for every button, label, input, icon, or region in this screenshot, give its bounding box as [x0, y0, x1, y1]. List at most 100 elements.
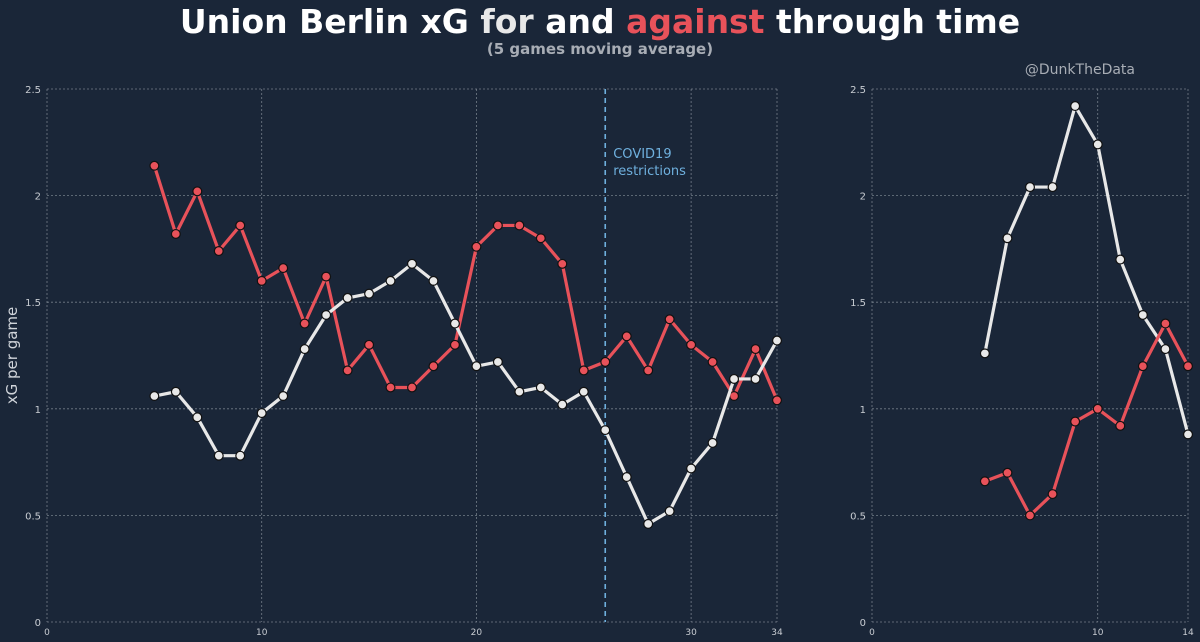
title-against-word: against: [626, 2, 765, 41]
for-data-point: [407, 258, 418, 269]
against-data-point: [514, 220, 525, 231]
for-data-point: [1137, 309, 1148, 320]
y-tick-label: 2: [35, 192, 41, 203]
for-data-point: [1024, 182, 1035, 193]
for-data-point: [492, 356, 503, 367]
for-data-point: [1092, 139, 1103, 150]
x-tick-label: 0: [44, 628, 50, 638]
against-data-point: [385, 382, 396, 393]
against-data-point: [213, 246, 224, 257]
y-tick-label: 1: [35, 405, 41, 416]
for-data-point: [278, 391, 289, 402]
y-tick-label: 1.5: [850, 298, 866, 309]
for-data-point: [750, 373, 761, 384]
against-data-point: [235, 220, 246, 231]
against-data-point: [449, 339, 460, 350]
against-data-point: [664, 314, 675, 325]
title-and-word: and: [545, 2, 615, 41]
against-data-point: [321, 271, 332, 282]
against-series-line: [152, 164, 779, 402]
chart-title: Union Berlin xG for and against through …: [0, 2, 1200, 41]
against-data-point: [750, 344, 761, 355]
against-data-point: [170, 228, 181, 239]
x-tick-label: 0: [869, 628, 875, 638]
x-tick-label: 10: [256, 628, 268, 638]
against-data-point: [578, 365, 589, 376]
title-part-1: Union Berlin xG: [179, 2, 469, 41]
for-data-point: [299, 344, 310, 355]
against-data-point: [192, 186, 203, 197]
for-data-point: [1182, 429, 1193, 440]
against-data-point: [299, 318, 310, 329]
against-data-point: [492, 220, 503, 231]
for-data-point: [170, 386, 181, 397]
against-data-point: [1047, 489, 1058, 500]
for-data-point: [364, 288, 375, 299]
for-data-point: [600, 425, 611, 436]
y-tick-label: 2: [860, 192, 866, 203]
panel-2: 0 0.5 1 1.5 2 2.5 0 10 14: [850, 85, 1194, 638]
x-tick-label: 34: [771, 628, 783, 638]
against-data-point: [535, 233, 546, 244]
y-tick-label: 2.5: [25, 85, 41, 96]
for-data-point: [643, 518, 654, 529]
for-data-point: [1160, 344, 1171, 355]
against-data-point: [342, 365, 353, 376]
against-data-point: [600, 356, 611, 367]
against-data-point: [1024, 510, 1035, 521]
against-data-point: [471, 241, 482, 252]
for-data-point: [449, 318, 460, 329]
for-data-point: [979, 348, 990, 359]
for-data-point: [771, 335, 782, 346]
against-data-point: [256, 275, 267, 286]
title-part-2: through time: [775, 2, 1021, 41]
against-data-point: [1160, 318, 1171, 329]
x-tick-label: 10: [1092, 628, 1104, 638]
for-data-point: [342, 292, 353, 303]
for-data-point: [1002, 233, 1013, 244]
for-data-point: [621, 472, 632, 483]
y-tick-label: 1: [860, 405, 866, 416]
against-series-line: [983, 321, 1190, 518]
against-data-point: [979, 476, 990, 487]
for-data-point: [557, 399, 568, 410]
for-data-point: [213, 450, 224, 461]
for-data-point: [256, 408, 267, 419]
for-data-point: [578, 386, 589, 397]
y-tick-label: 0: [35, 618, 41, 629]
against-data-point: [643, 365, 654, 376]
for-data-point: [686, 463, 697, 474]
annotation-line-1: COVID19: [613, 147, 671, 162]
for-data-point: [1115, 254, 1126, 265]
for-data-point: [385, 275, 396, 286]
for-data-point: [535, 382, 546, 393]
y-tick-label: 0.5: [850, 511, 866, 522]
for-data-point: [1070, 101, 1081, 112]
chart-subtitle: (5 games moving average): [486, 40, 714, 58]
against-data-point: [707, 356, 718, 367]
for-data-point: [514, 386, 525, 397]
against-data-point: [1137, 361, 1148, 372]
x-tick-label: 20: [471, 628, 483, 638]
against-data-point: [771, 395, 782, 406]
for-data-point: [1047, 182, 1058, 193]
against-data-point: [278, 263, 289, 274]
for-data-point: [235, 450, 246, 461]
for-series-line: [983, 104, 1190, 436]
against-data-point: [621, 331, 632, 342]
against-data-point: [1182, 361, 1193, 372]
y-tick-label: 0.5: [25, 511, 41, 522]
against-data-point: [686, 339, 697, 350]
title-for-word: for: [480, 2, 534, 41]
against-data-point: [407, 382, 418, 393]
against-data-point: [557, 258, 568, 269]
for-data-point: [707, 437, 718, 448]
watermark-handle: @DunkTheData: [1024, 62, 1135, 78]
y-tick-label: 0: [860, 618, 866, 629]
against-data-point: [1070, 416, 1081, 427]
against-data-point: [428, 361, 439, 372]
against-data-point: [149, 160, 160, 171]
x-tick-label: 30: [685, 628, 697, 638]
